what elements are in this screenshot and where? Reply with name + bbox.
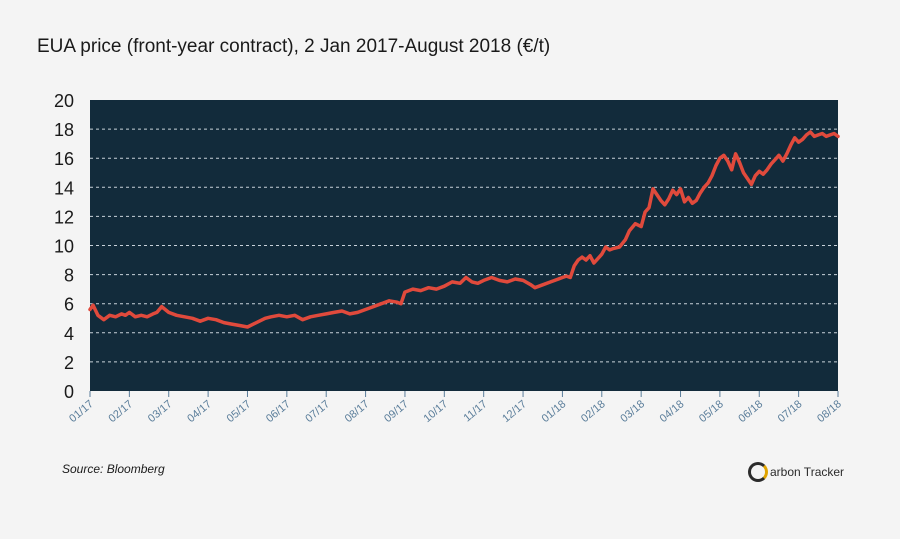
x-tick-label: 04/17 — [185, 398, 214, 425]
logo-mark-icon — [748, 462, 768, 482]
x-tick-label: 09/17 — [382, 398, 411, 425]
x-tick-label: 12/17 — [500, 398, 529, 425]
y-tick-label: 0 — [64, 382, 74, 402]
x-tick-label: 05/17 — [225, 398, 254, 425]
y-tick-label: 14 — [54, 178, 74, 198]
y-tick-label: 16 — [54, 149, 74, 169]
y-tick-label: 6 — [64, 295, 74, 315]
x-tick-label: 06/17 — [264, 398, 293, 425]
y-axis: 0 2 4 6 8 10 12 14 16 18 20 — [54, 91, 74, 402]
x-tick-label: 08/18 — [815, 398, 844, 425]
y-tick-label: 8 — [64, 266, 74, 286]
x-tick-label: 08/17 — [343, 398, 372, 425]
y-tick-label: 4 — [64, 324, 74, 344]
x-tick-label: 03/17 — [146, 398, 175, 425]
x-tick-label: 01/17 — [67, 398, 96, 425]
series-line-eua-price — [88, 130, 840, 329]
x-tick-label: 05/18 — [697, 398, 726, 425]
logo-text: arbon Tracker — [770, 465, 845, 479]
x-tick-label: 06/18 — [736, 398, 765, 425]
y-tick-label: 20 — [54, 91, 74, 111]
y-tick-label: 10 — [54, 237, 74, 257]
grid-lines — [90, 128, 838, 363]
x-tick-label: 07/17 — [303, 398, 332, 425]
carbon-tracker-logo: arbon Tracker — [748, 458, 844, 486]
x-tick-label: 11/17 — [461, 398, 489, 424]
y-tick-label: 18 — [54, 120, 74, 140]
x-tick-label: 02/17 — [106, 398, 135, 425]
y-tick-label: 2 — [64, 353, 74, 373]
x-tick-label: 03/18 — [618, 398, 647, 425]
y-tick-label: 12 — [54, 207, 74, 227]
x-axis: 01/17 02/17 03/17 04/17 05/17 06/17 07/17 08/17… — [67, 391, 844, 425]
x-tick-label: 10/17 — [421, 398, 450, 425]
x-tick-label: 07/18 — [776, 398, 805, 425]
source-note: Source: Bloomberg — [62, 462, 165, 476]
x-tick-label: 02/18 — [579, 398, 608, 425]
x-tick-label: 04/18 — [658, 398, 687, 425]
x-tick-label: 01/18 — [540, 398, 569, 425]
chart-title: EUA price (front-year contract), 2 Jan 2… — [37, 36, 551, 57]
